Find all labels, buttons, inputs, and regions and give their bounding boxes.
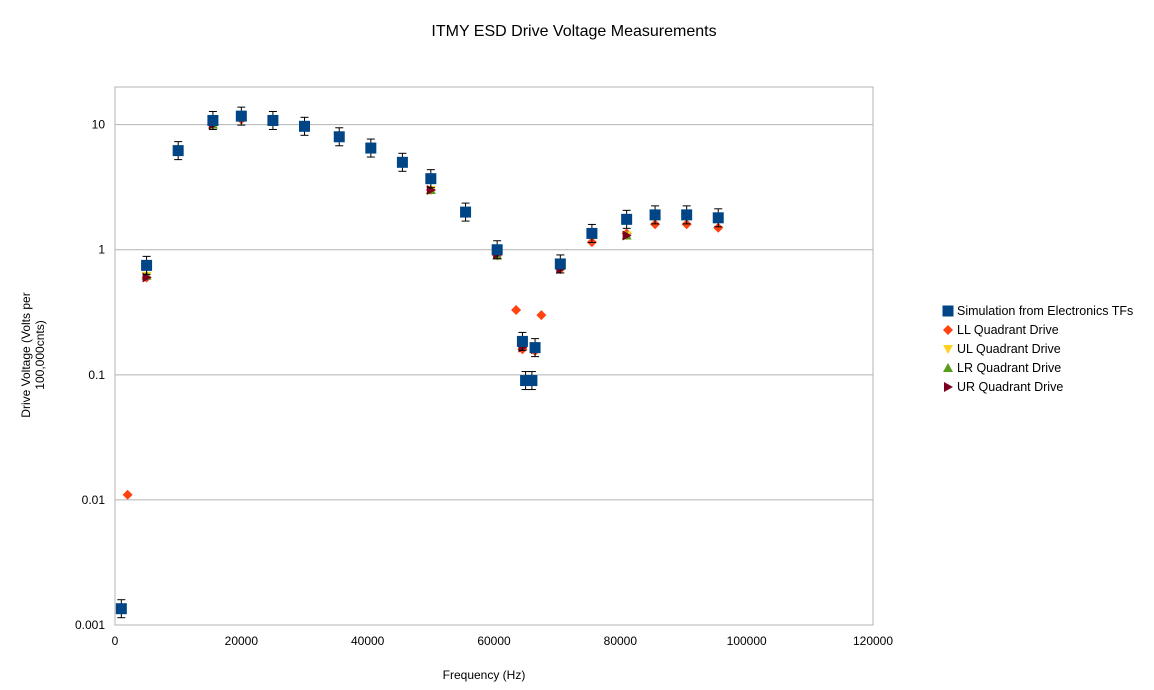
- y-tick-label: 0.1: [88, 368, 105, 382]
- data-point-square: [529, 342, 541, 354]
- legend: Simulation from Electronics TFs LL Quadra…: [942, 304, 1133, 394]
- legend-label: LL Quadrant Drive: [957, 323, 1059, 337]
- x-tick-label: 0: [112, 634, 119, 648]
- x-tick-label: 120000: [853, 634, 893, 648]
- y-tick-label: 1: [98, 243, 105, 257]
- y-axis-label-line: Drive Voltage (Volts per: [19, 292, 33, 417]
- y-axis-label-line: 100,000cnts): [33, 320, 47, 389]
- data-point-square: [516, 335, 528, 347]
- data-point-square: [554, 258, 566, 270]
- data-point-diamond: [122, 489, 133, 500]
- data-point-square: [681, 209, 693, 221]
- data-point-triangle-up: [943, 363, 953, 372]
- x-tick-label: 60000: [477, 634, 511, 648]
- data-point-square: [942, 305, 954, 317]
- data-point-square: [621, 213, 633, 225]
- legend-item: LR Quadrant Drive: [943, 361, 1061, 375]
- data-point-square: [141, 259, 153, 271]
- data-point-square: [526, 375, 538, 387]
- legend-label: Simulation from Electronics TFs: [957, 304, 1133, 318]
- data-point-square: [396, 156, 408, 168]
- data-point-triangle-right: [142, 272, 152, 283]
- y-tick-label: 0.01: [82, 493, 106, 507]
- y-axis-label: Drive Voltage (Volts per100,000cnts): [19, 292, 47, 417]
- data-point-square: [333, 131, 345, 143]
- x-tick-label: 100000: [727, 634, 767, 648]
- plot-area: [114, 86, 874, 626]
- data-point-triangle-down: [943, 345, 953, 354]
- x-axis-label: Frequency (Hz): [443, 668, 526, 682]
- chart-title: ITMY ESD Drive Voltage Measurements: [431, 23, 716, 40]
- data-point-diamond: [536, 310, 547, 321]
- data-point-triangle-right: [622, 230, 632, 241]
- legend-item: UL Quadrant Drive: [943, 342, 1061, 356]
- data-point-square: [712, 212, 724, 224]
- x-axis-ticks: 0 20000 40000 60000 80000 100000 120000: [112, 634, 894, 648]
- legend-item: Simulation from Electronics TFs: [942, 304, 1133, 318]
- data-point-diamond: [511, 304, 522, 315]
- data-point-diamond: [943, 325, 953, 335]
- series-layer: [115, 106, 724, 619]
- data-point-square: [460, 206, 472, 218]
- data-point-square: [267, 114, 279, 126]
- data-point-square: [649, 209, 661, 221]
- legend-label: UL Quadrant Drive: [957, 342, 1061, 356]
- data-point-square: [586, 227, 598, 239]
- x-tick-label: 40000: [351, 634, 385, 648]
- legend-label: UR Quadrant Drive: [957, 380, 1063, 394]
- y-axis-ticks: 0.001 0.01 0.1 1 10: [75, 118, 105, 632]
- legend-item: UR Quadrant Drive: [944, 380, 1063, 394]
- y-tick-label: 10: [92, 118, 106, 132]
- data-point-square: [235, 110, 247, 122]
- data-point-square: [520, 375, 532, 387]
- data-point-square: [115, 603, 127, 615]
- data-point-triangle-right: [944, 382, 953, 392]
- data-point-square: [299, 120, 310, 132]
- data-point-square: [207, 114, 219, 126]
- x-tick-label: 20000: [225, 634, 259, 648]
- data-point-square: [491, 244, 503, 256]
- y-tick-label: 0.001: [75, 618, 105, 632]
- data-point-square: [365, 142, 377, 154]
- series-simulation-from-electronics-tfs: [115, 106, 724, 619]
- data-point-square: [172, 145, 184, 157]
- x-tick-label: 80000: [604, 634, 638, 648]
- data-point-diamond: [713, 222, 724, 233]
- legend-item: LL Quadrant Drive: [943, 323, 1059, 337]
- legend-label: LR Quadrant Drive: [957, 361, 1061, 375]
- data-point-square: [425, 173, 437, 185]
